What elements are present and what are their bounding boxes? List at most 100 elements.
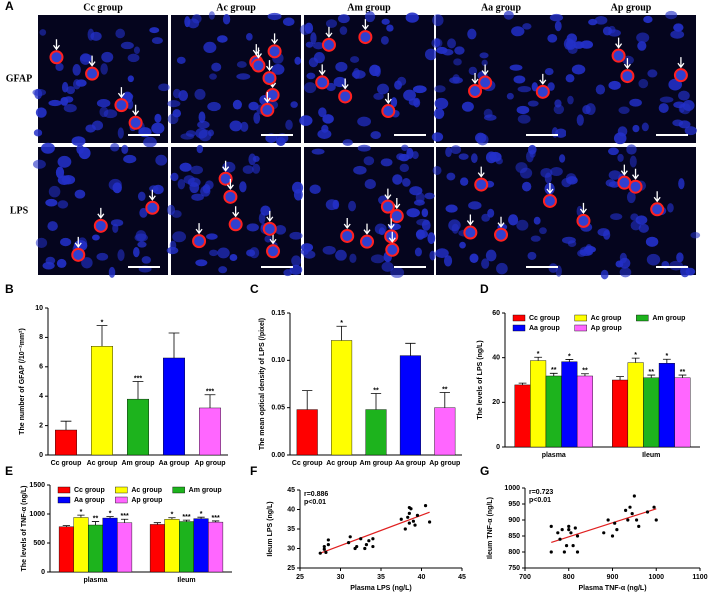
nucleus (309, 184, 321, 194)
arrow (471, 72, 479, 85)
nucleus (647, 69, 658, 78)
significance: ** (582, 368, 588, 375)
point (602, 531, 606, 535)
panel-letter: G (480, 464, 489, 478)
nucleus (264, 235, 272, 243)
nucleus (60, 97, 69, 106)
nucleus (293, 188, 303, 201)
nucleus (178, 90, 189, 101)
nucleus (539, 227, 547, 235)
arrow (74, 236, 82, 248)
nucleus (461, 101, 474, 112)
bar (658, 363, 675, 448)
point (407, 521, 411, 525)
stained-cell (223, 189, 238, 204)
nucleus (206, 233, 218, 240)
point (324, 550, 328, 555)
nucleus (33, 129, 43, 137)
bar (58, 526, 74, 573)
error-bar (549, 372, 558, 376)
nucleus (101, 51, 114, 63)
point (371, 537, 375, 541)
arrow (466, 214, 474, 226)
arrow (623, 58, 631, 70)
nucleus (567, 95, 574, 105)
x-tick-label: Ileum (642, 452, 660, 459)
nucleus (61, 175, 76, 185)
nucleus (390, 267, 405, 278)
arrow (388, 231, 396, 243)
nucleus (483, 108, 493, 118)
nucleus (378, 227, 386, 236)
stained-cell (542, 193, 557, 208)
x-tick-label: Ileum (177, 577, 195, 584)
nucleus (451, 223, 459, 234)
micrograph (32, 142, 168, 278)
nucleus (149, 27, 160, 34)
column-header: Aa group (481, 2, 522, 13)
legend-swatch (57, 486, 71, 494)
bar (399, 355, 421, 456)
nucleus (641, 122, 649, 132)
nucleus (608, 147, 619, 156)
stained-cell (628, 179, 643, 194)
point (403, 527, 407, 531)
nucleus (547, 82, 555, 91)
arrow (263, 91, 271, 104)
x-tick-label: 900 (607, 574, 619, 581)
nucleus (600, 269, 609, 280)
stained-cell (218, 171, 233, 186)
nucleus (548, 263, 558, 273)
error-bar (168, 517, 176, 520)
nucleus (180, 133, 195, 140)
nucleus (445, 147, 452, 158)
point (562, 550, 566, 554)
error-bar (120, 518, 129, 523)
nucleus (442, 49, 454, 56)
point (367, 539, 371, 543)
nucleus (565, 39, 576, 50)
nucleus (369, 64, 381, 76)
nucleus (117, 249, 125, 262)
point (567, 528, 571, 532)
nucleus (645, 236, 659, 247)
nucleus (447, 38, 456, 49)
stained-cell (478, 75, 493, 90)
y-tick-label: 950 (508, 501, 520, 508)
nucleus (232, 99, 242, 110)
nucleus (434, 85, 446, 93)
nucleus (56, 258, 67, 268)
nucleus (364, 11, 376, 23)
arrow (117, 87, 125, 99)
nucleus (151, 122, 165, 134)
nucleus (267, 12, 282, 21)
y-tick-label: 900 (508, 517, 520, 524)
arrow (226, 178, 234, 190)
error-bar (132, 381, 144, 400)
nucleus (669, 260, 684, 271)
nucleus (517, 114, 531, 124)
bar (514, 384, 531, 448)
bar (126, 398, 149, 456)
point (569, 531, 573, 535)
error-bar (204, 394, 216, 408)
point (558, 537, 562, 541)
nucleus (381, 18, 390, 25)
x-tick-label: plasma (542, 452, 566, 459)
nucleus (184, 16, 191, 28)
y-tick-label: 8 (39, 334, 43, 341)
point (347, 541, 351, 545)
nucleus (401, 144, 409, 151)
nucleus (370, 131, 381, 140)
nucleus (99, 106, 109, 118)
point (571, 544, 575, 548)
stained-cell (389, 209, 404, 224)
stained-cell (494, 227, 509, 242)
nucleus (32, 88, 47, 97)
bar (296, 409, 318, 456)
nucleus (171, 210, 182, 218)
significance: ** (680, 369, 686, 376)
stained-cell (360, 234, 375, 249)
stained-cell (380, 199, 395, 214)
